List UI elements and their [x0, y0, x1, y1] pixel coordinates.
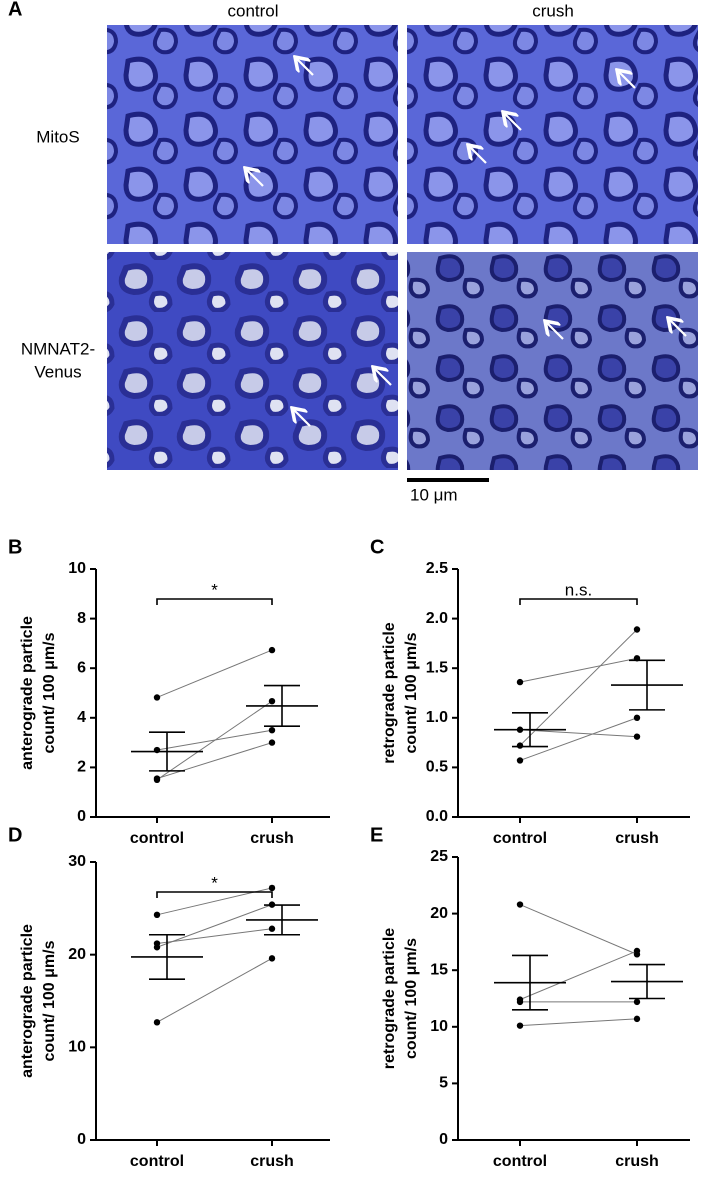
data-point — [153, 775, 161, 782]
y-tick-label: 4 — [77, 709, 86, 726]
y-tick-label: 0.5 — [426, 759, 448, 776]
y-tick-label: 0.0 — [426, 808, 448, 825]
row-label: MitoS — [36, 127, 79, 146]
data-point — [633, 947, 641, 955]
pair-line — [519, 629, 638, 746]
data-point — [268, 727, 276, 734]
x-tick-label: control — [130, 1153, 184, 1170]
significance-label: * — [211, 873, 218, 892]
y-axis-label: retrograde particle — [381, 622, 398, 763]
y-tick-label: 0 — [439, 1131, 448, 1148]
y-tick-label: 10 — [430, 1018, 448, 1035]
data-point — [268, 697, 276, 705]
data-point — [516, 678, 524, 686]
row-label: NMNAT2- — [21, 339, 95, 358]
pair-line — [156, 649, 273, 698]
data-point — [268, 884, 276, 892]
x-tick-label: control — [493, 1153, 547, 1170]
pair-line — [519, 729, 638, 738]
data-point — [633, 998, 641, 1006]
y-axis-label: anterograde particle — [19, 924, 36, 1078]
panel-letter: E — [370, 824, 383, 846]
y-tick-label: 0 — [77, 1131, 86, 1148]
data-point — [153, 911, 161, 919]
pair-line — [156, 957, 273, 1023]
micrograph — [107, 25, 398, 244]
significance-bracket — [156, 891, 273, 898]
y-tick-label: 20 — [68, 946, 86, 963]
y-tick-label: 10 — [68, 1039, 86, 1056]
y-tick-label: 6 — [77, 659, 86, 676]
y-axis-label: count/ 100 μm/s — [41, 632, 58, 753]
y-axis-label: count/ 100 μm/s — [41, 940, 58, 1061]
data-point — [268, 955, 276, 962]
data-point — [633, 1015, 641, 1023]
x-tick-label: crush — [615, 1153, 659, 1170]
column-label: crush — [532, 1, 574, 20]
y-tick-label: 30 — [68, 853, 86, 870]
y-tick-label: 2.5 — [426, 560, 448, 577]
micrograph — [107, 252, 398, 470]
pair-line — [519, 904, 638, 955]
pair-line — [156, 904, 273, 948]
data-point — [153, 944, 161, 951]
data-point — [516, 757, 524, 764]
significance-label: n.s. — [565, 580, 592, 599]
pair-line — [156, 928, 273, 945]
y-tick-label: 0 — [77, 808, 86, 825]
pair-line — [519, 657, 638, 683]
significance-label: * — [211, 580, 218, 599]
y-axis-label: anterograde particle — [19, 616, 36, 770]
data-point — [268, 739, 276, 746]
y-tick-label: 2.0 — [426, 610, 448, 627]
y-tick-label: 1.0 — [426, 709, 448, 726]
data-point — [268, 646, 276, 654]
pair-line — [156, 700, 273, 781]
scale-bar-label: 10 μm — [410, 485, 458, 504]
pair-line — [156, 742, 273, 780]
y-tick-label: 8 — [77, 610, 86, 627]
column-label: control — [227, 1, 278, 20]
y-tick-label: 1.5 — [426, 659, 448, 676]
x-tick-label: control — [130, 830, 184, 847]
data-point — [268, 925, 276, 932]
data-point — [633, 733, 641, 740]
y-tick-label: 5 — [439, 1075, 448, 1092]
data-point — [633, 626, 641, 633]
y-tick-label: 2 — [77, 759, 86, 776]
significance-bracket — [519, 598, 638, 605]
x-tick-label: crush — [615, 830, 659, 847]
pair-line — [519, 717, 638, 761]
pair-line — [519, 950, 638, 1001]
pair-line — [519, 1018, 638, 1027]
panel-letter: D — [8, 824, 22, 846]
arrows — [245, 57, 687, 427]
x-tick-label: crush — [250, 830, 294, 847]
micrograph — [407, 252, 698, 470]
data-point — [516, 901, 524, 908]
panel-letter: C — [370, 536, 384, 558]
x-tick-label: crush — [250, 1153, 294, 1170]
micrograph — [407, 25, 698, 244]
y-tick-label: 20 — [430, 905, 448, 922]
y-axis-label: count/ 100 μm/s — [403, 938, 420, 1059]
y-tick-label: 15 — [430, 961, 448, 978]
y-axis-label: count/ 100 μm/s — [403, 632, 420, 753]
data-point — [153, 1019, 161, 1026]
y-tick-label: 10 — [68, 560, 86, 577]
significance-bracket — [156, 598, 273, 605]
row-label: Venus — [34, 362, 81, 381]
data-point — [516, 742, 524, 749]
data-point — [516, 998, 524, 1006]
y-axis-label: retrograde particle — [381, 928, 398, 1069]
data-point — [516, 1022, 524, 1029]
y-tick-label: 25 — [430, 848, 448, 865]
panel-letter: A — [8, 0, 22, 20]
data-point — [153, 694, 161, 701]
x-tick-label: control — [493, 830, 547, 847]
data-point — [633, 714, 641, 721]
panel-letter: B — [8, 536, 22, 558]
